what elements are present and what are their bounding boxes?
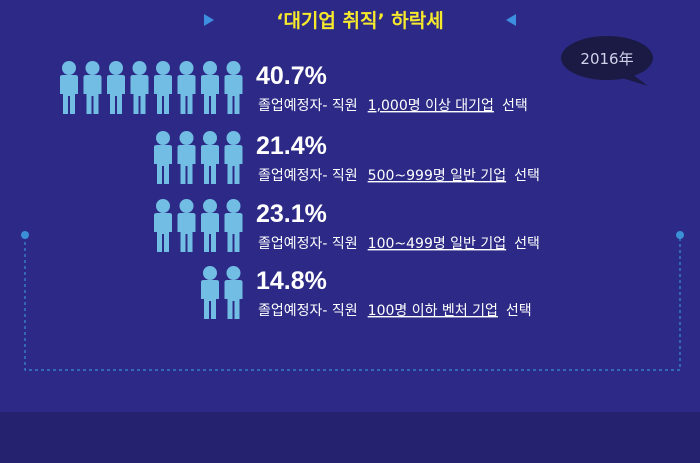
sentence: 졸업예정자- 직원 1,000명 이상 대기업 선택 [258,98,528,114]
frame-dot [676,231,684,239]
sentence: 졸업예정자- 직원 100명 이하 벤처 기업 선택 [258,303,532,319]
prefix: 졸업예정자- 직원 [258,98,358,114]
row: 21.4% 졸업예정자- 직원 500~999명 일반 기업 선택 [154,131,540,184]
choice: 100~499명 일반 기업 [368,236,506,252]
badge-text: 2016年 [580,50,633,68]
suffix: 선택 [502,98,528,114]
prefix: 졸업예정자- 직원 [258,236,358,252]
row: 23.1% 졸업예정자- 직원 100~499명 일반 기업 선택 [154,199,540,252]
choice: 500~999명 일반 기업 [368,168,506,184]
title-arrow-left [204,14,214,26]
suffix: 선택 [514,168,540,184]
bottom-band [0,412,700,463]
title-arrow-right [506,14,516,26]
sentence: 졸업예정자- 직원 500~999명 일반 기업 선택 [258,168,540,184]
choice: 1,000명 이상 대기업 [368,98,494,114]
frame [24,236,681,371]
badge [561,36,653,80]
frame-dot [21,231,29,239]
percent: 14.8% [256,267,327,295]
prefix: 졸업예정자- 직원 [258,168,358,184]
badge-tail [622,74,648,86]
percent: 23.1% [256,200,327,228]
prefix: 졸업예정자- 직원 [258,303,358,319]
suffix: 선택 [506,303,532,319]
row: 40.7% 졸업예정자- 직원 1,000명 이상 대기업 선택 [60,61,528,114]
rows: 40.7%졸업예정자- 직원 1,000명 이상 대기업 선택21.4%졸업예정자-… [60,61,540,319]
row: 14.8% 졸업예정자- 직원 100명 이하 벤처 기업 선택 [201,266,532,319]
suffix: 선택 [514,236,540,252]
percent: 40.7% [256,62,327,90]
choice: 100명 이하 벤처 기업 [368,303,498,319]
percent: 21.4% [256,132,327,160]
sentence: 졸업예정자- 직원 100~499명 일반 기업 선택 [258,236,540,252]
title: ‘대기업 취직’ 하락세 [276,10,444,32]
